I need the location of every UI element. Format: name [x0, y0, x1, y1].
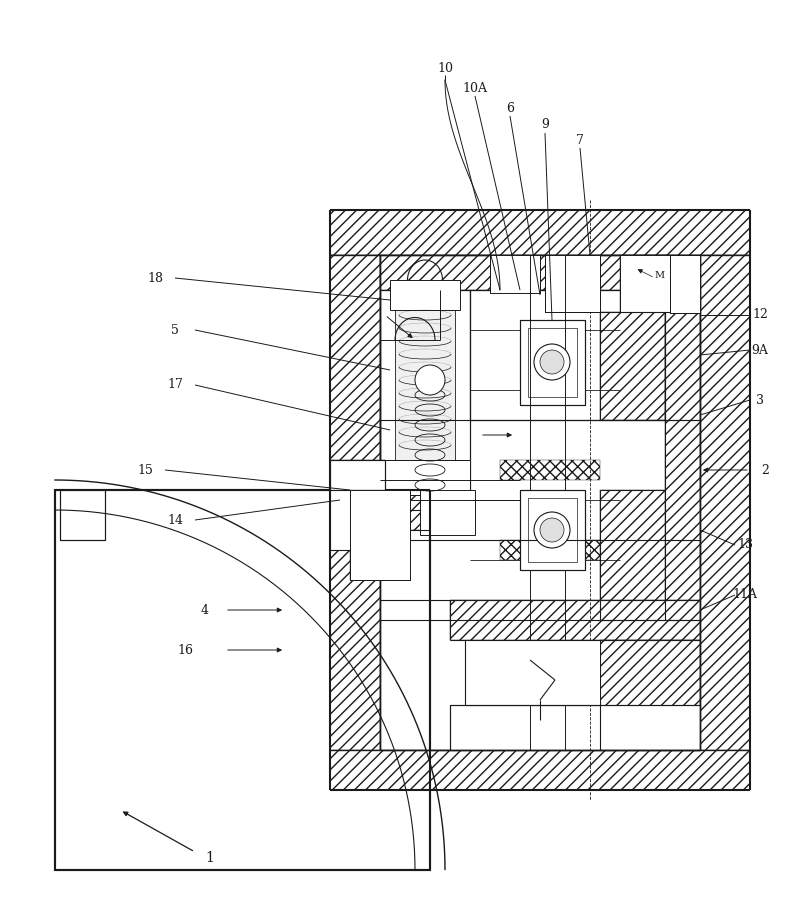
- Text: 16: 16: [177, 643, 193, 657]
- Text: 7: 7: [576, 134, 584, 146]
- Text: 10: 10: [437, 62, 453, 74]
- Circle shape: [415, 365, 445, 395]
- Polygon shape: [665, 312, 700, 620]
- Bar: [520, 320, 585, 405]
- Bar: [520, 490, 585, 570]
- Text: 3: 3: [756, 394, 764, 406]
- Text: 9A: 9A: [751, 344, 769, 356]
- Bar: [490, 255, 540, 293]
- Circle shape: [534, 512, 570, 548]
- Polygon shape: [330, 750, 750, 790]
- Bar: [395, 310, 455, 460]
- Bar: [330, 490, 385, 550]
- Bar: [380, 255, 700, 750]
- Text: 4: 4: [201, 604, 209, 616]
- Bar: [420, 490, 475, 535]
- Text: 2: 2: [761, 464, 769, 476]
- Bar: [528, 498, 577, 562]
- Text: 9: 9: [541, 118, 549, 132]
- Polygon shape: [620, 255, 670, 312]
- Text: 1: 1: [206, 851, 214, 865]
- Polygon shape: [450, 600, 700, 640]
- Bar: [465, 640, 600, 705]
- Bar: [380, 290, 470, 510]
- Polygon shape: [600, 640, 700, 750]
- Text: 14: 14: [167, 513, 183, 527]
- Text: 11A: 11A: [733, 588, 758, 602]
- Circle shape: [540, 350, 564, 374]
- Polygon shape: [335, 490, 430, 530]
- Polygon shape: [330, 490, 385, 550]
- Polygon shape: [700, 255, 750, 750]
- Polygon shape: [600, 490, 665, 620]
- Text: 12: 12: [752, 309, 768, 321]
- Polygon shape: [500, 540, 600, 560]
- Text: 18: 18: [147, 272, 163, 284]
- Bar: [470, 290, 700, 420]
- Bar: [545, 255, 600, 312]
- Bar: [330, 460, 385, 490]
- Text: 10A: 10A: [462, 82, 487, 94]
- Polygon shape: [330, 210, 750, 255]
- Bar: [60, 490, 105, 540]
- Bar: [380, 460, 470, 495]
- Text: 6: 6: [506, 101, 514, 115]
- Bar: [350, 490, 410, 580]
- Bar: [620, 255, 670, 312]
- Bar: [528, 328, 577, 397]
- Circle shape: [534, 344, 570, 380]
- Circle shape: [540, 518, 564, 542]
- Text: 5: 5: [171, 324, 179, 336]
- Polygon shape: [380, 255, 700, 290]
- Text: M: M: [655, 271, 665, 280]
- Polygon shape: [330, 255, 380, 750]
- Text: 13: 13: [737, 538, 753, 552]
- Bar: [670, 255, 700, 313]
- Polygon shape: [350, 490, 410, 580]
- Bar: [390, 280, 460, 310]
- Bar: [450, 705, 700, 750]
- Bar: [55, 490, 430, 870]
- Bar: [440, 460, 470, 510]
- Polygon shape: [500, 460, 600, 480]
- Polygon shape: [330, 460, 385, 490]
- Text: 15: 15: [137, 464, 153, 476]
- Text: 17: 17: [167, 379, 183, 391]
- Polygon shape: [600, 312, 665, 420]
